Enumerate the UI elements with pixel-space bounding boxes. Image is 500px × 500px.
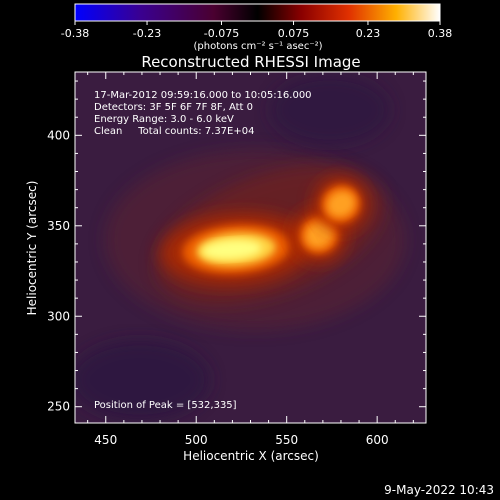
negative-lobe-2	[270, 75, 390, 145]
emission-source	[160, 213, 312, 286]
x-tick-label: 600	[366, 433, 389, 447]
emission-map	[75, 75, 405, 420]
colorbar-unit-label: (photons cm⁻² s⁻¹ asec⁻²)	[193, 41, 322, 52]
x-tick-label: 550	[275, 433, 298, 447]
plot-area: 450 500 550 600 250 300 350 400 17-Mar-2012 09:…	[47, 71, 427, 447]
x-tick-label: 500	[185, 433, 208, 447]
peak-label: Position of Peak = [532,335]	[94, 400, 237, 411]
colorbar: -0.38 -0.23 -0.075 0.075 0.23 0.38 (photons c…	[61, 3, 452, 52]
x-axis-label: Heliocentric X (arcsec)	[183, 449, 319, 463]
source-peak	[202, 239, 262, 260]
y-tick-label: 400	[47, 128, 70, 142]
axis-ticks: 450 500 550 600 250 300 350 400	[47, 72, 426, 447]
annotation-time: 17-Mar-2012 09:59:16.000 to 10:05:16.000	[94, 90, 312, 101]
y-axis-label: Heliocentric Y (arcsec)	[25, 181, 39, 316]
footer-timestamp: 9-May-2022 10:43	[384, 483, 494, 497]
source-core	[326, 190, 356, 218]
annotation-energy: Energy Range: 3.0 - 6.0 keV	[94, 114, 234, 125]
colorbar-tick-label: -0.38	[61, 27, 89, 40]
colorbar-tick-label: -0.23	[133, 27, 161, 40]
colorbar-tick-label: -0.075	[204, 27, 239, 40]
y-tick-label: 250	[47, 400, 70, 414]
colorbar-tick-label: 0.075	[278, 27, 310, 40]
chart-title: Reconstructed RHESSI Image	[141, 53, 360, 71]
colorbar-tick-label: 0.38	[428, 27, 453, 40]
emission-source	[313, 176, 369, 232]
y-tick-label: 300	[47, 309, 70, 323]
colorbar-gradient	[74, 3, 441, 22]
x-tick-label: 450	[94, 433, 117, 447]
annotation-detectors: Detectors: 3F 5F 6F 7F 8F, Att 0	[94, 102, 253, 113]
source-core	[305, 221, 334, 248]
sources	[160, 176, 369, 286]
annotation-clean: Clean Total counts: 7.37E+04	[94, 126, 254, 137]
colorbar-tick-label: 0.23	[356, 27, 381, 40]
y-tick-label: 350	[47, 219, 70, 233]
colorbar-ticks: -0.38 -0.23 -0.075 0.075 0.23 0.38	[61, 21, 452, 40]
negative-lobe	[75, 340, 210, 420]
